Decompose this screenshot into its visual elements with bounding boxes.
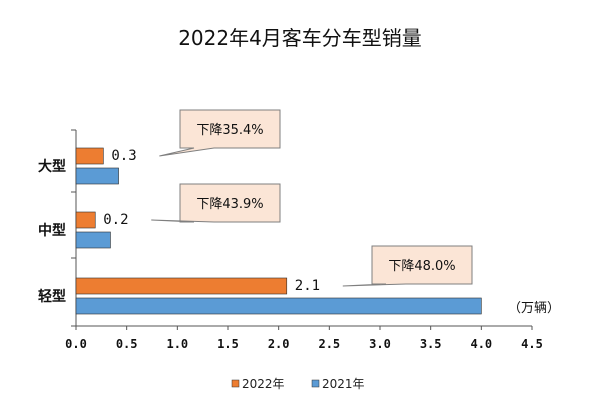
x-tick-label: 4.0 (470, 337, 492, 351)
legend: 2022年 2021年 (231, 377, 365, 391)
x-tick-label: 3.0 (369, 337, 391, 351)
category-label: 轻型 (38, 288, 66, 305)
data-label: 2.1 (295, 278, 320, 294)
callout-text: 下降35.4% (196, 123, 263, 138)
x-tick-label: 1.0 (166, 337, 188, 351)
category-label: 中型 (38, 222, 66, 239)
bar-2021 (75, 297, 482, 315)
bar-2022 (75, 277, 288, 295)
callout-box (151, 183, 281, 223)
legend-label: 2022年 (242, 377, 285, 391)
callout-text: 下降43.9% (196, 197, 263, 212)
bar-2022 (75, 211, 96, 229)
legend-swatch (231, 379, 240, 388)
x-tick-label: 0.0 (65, 337, 87, 351)
x-tick-label: 0.5 (116, 337, 138, 351)
x-tick-label: 2.0 (268, 337, 290, 351)
legend-swatch (311, 379, 320, 388)
bar-2021 (75, 231, 111, 249)
bar-2022 (75, 147, 104, 165)
x-tick-label: 4.5 (521, 337, 543, 351)
bar-2021 (75, 167, 119, 185)
data-label: 0.2 (103, 212, 128, 228)
category-label: 大型 (38, 158, 66, 175)
bars (75, 147, 482, 315)
x-tick-label: 2.5 (318, 337, 340, 351)
unit-label: （万辆） (508, 301, 560, 316)
callout-box (159, 109, 281, 157)
data-label: 0.3 (111, 148, 136, 164)
callouts: 0.3 下降35.4% 0.2 下降43.9% 2.1 下降48.0% (103, 109, 473, 294)
x-tick-label: 1.5 (217, 337, 239, 351)
callout-text: 下降48.0% (388, 259, 455, 274)
legend-label: 2021年 (322, 377, 365, 391)
x-tick-label: 3.5 (420, 337, 442, 351)
chart-title: 2022年4月客车分车型销量 (178, 26, 422, 50)
callout-box (342, 245, 473, 287)
